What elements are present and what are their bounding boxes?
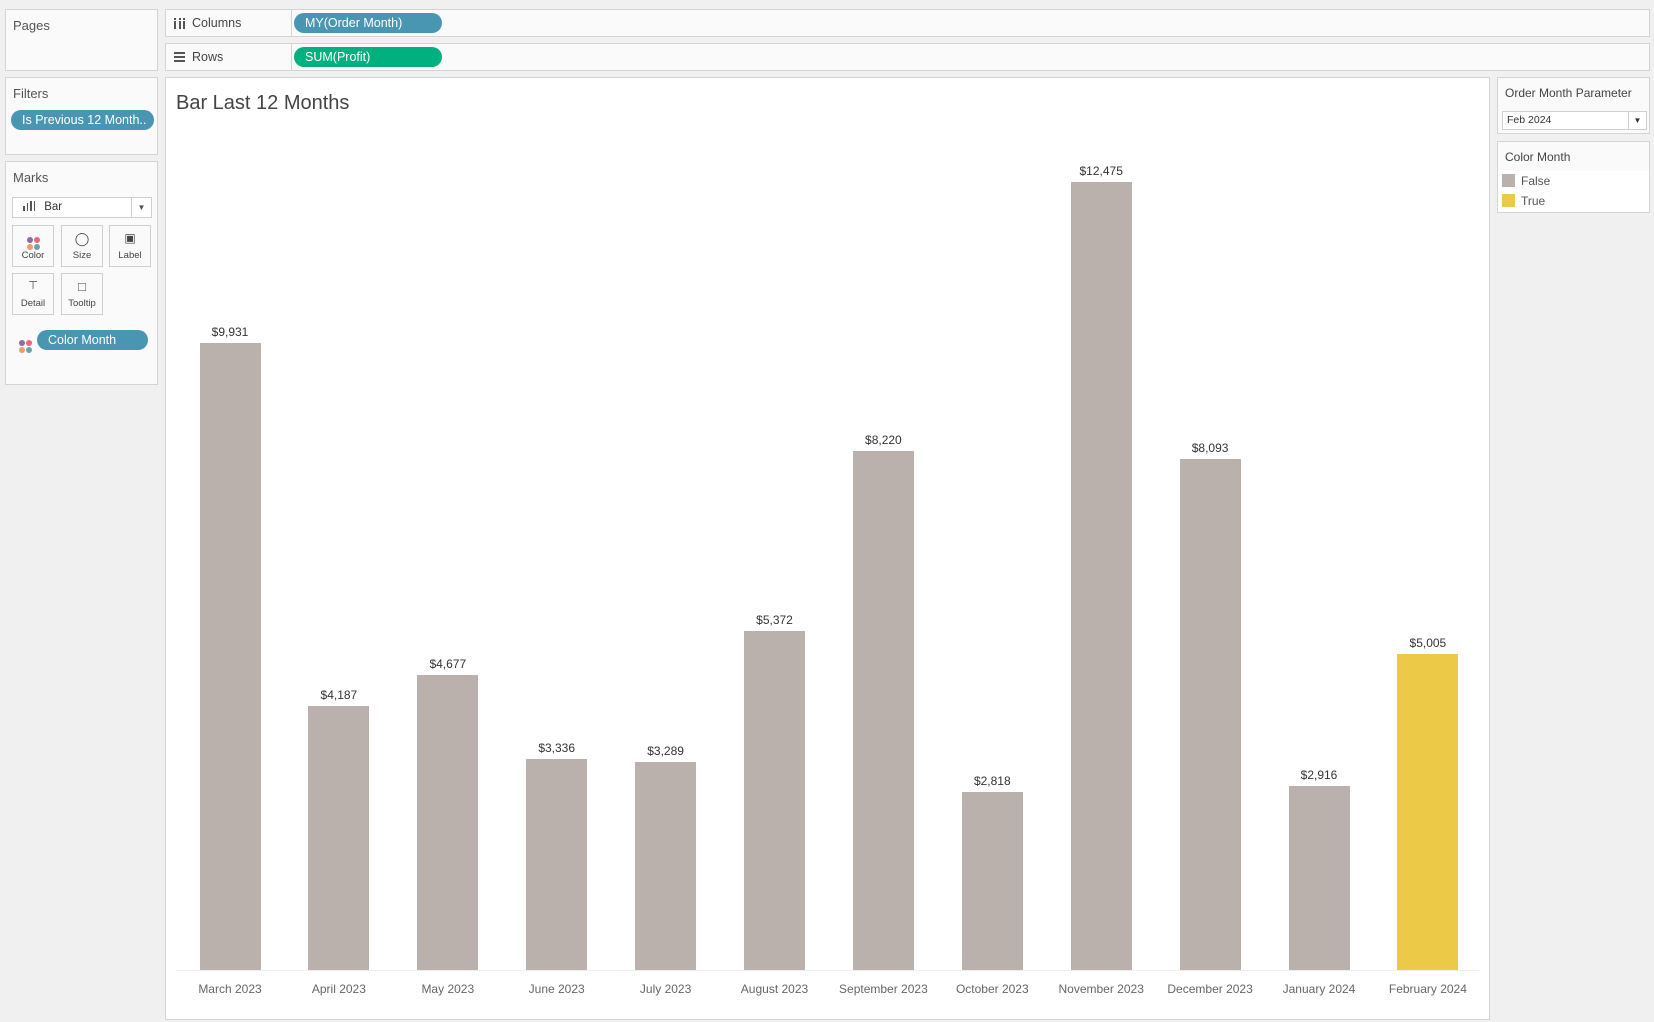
filter-pill[interactable]: Is Previous 12 Month..	[11, 110, 154, 130]
rows-shelf[interactable]: Rows SUM(Profit)	[165, 43, 1650, 71]
parameter-panel: Order Month Parameter Feb 2024 ▼	[1497, 77, 1650, 134]
bar-value-label: $5,005	[1409, 635, 1447, 650]
pages-title: Pages	[13, 18, 50, 33]
tooltip-card-label: Tooltip	[68, 298, 96, 309]
filters-title: Filters	[13, 86, 49, 101]
legend-item-false[interactable]: False	[1502, 174, 1550, 188]
bar[interactable]	[961, 791, 1023, 970]
bar-value-label: $8,093	[1191, 440, 1229, 455]
columns-shelf[interactable]: Columns MY(Order Month)	[165, 9, 1650, 37]
color-card-label: Color	[21, 250, 45, 261]
x-axis-line	[176, 970, 1479, 971]
bar-chart-icon	[23, 201, 35, 211]
size-card[interactable]: ◯ Size	[61, 225, 103, 267]
bar[interactable]	[199, 342, 261, 970]
bar-value-label: $5,372	[756, 612, 793, 627]
parameter-dropdown[interactable]: Feb 2024 ▼	[1502, 111, 1647, 130]
parameter-title: Order Month Parameter	[1505, 86, 1632, 100]
bar-value-label: $4,677	[429, 656, 467, 671]
color-icon	[13, 226, 53, 250]
x-tick-label: May 2023	[421, 982, 475, 996]
divider	[291, 44, 292, 70]
mark-type-value: Bar	[44, 201, 63, 213]
chevron-down-icon: ▼	[1628, 112, 1646, 129]
bar-value-label: $2,818	[973, 773, 1011, 788]
detail-card-label: Detail	[20, 298, 46, 309]
bar[interactable]	[417, 674, 479, 970]
bar[interactable]	[852, 450, 914, 970]
color-card[interactable]: Color	[12, 225, 54, 267]
size-card-label: Size	[72, 250, 92, 261]
columns-icon	[174, 18, 185, 29]
legend-label: False	[1521, 174, 1551, 188]
x-tick-label: February 2024	[1388, 982, 1467, 996]
parameter-value: Feb 2024	[1507, 114, 1552, 126]
columns-label: Columns	[192, 16, 242, 30]
divider	[291, 10, 292, 36]
bar-value-label: $2,916	[1300, 767, 1338, 782]
x-tick-label: August 2023	[740, 982, 809, 996]
color-month-pill[interactable]: Color Month	[37, 330, 148, 350]
chevron-down-icon: ▼	[131, 198, 151, 217]
bar-value-label: $3,289	[647, 744, 684, 759]
bar[interactable]	[1288, 785, 1350, 970]
detail-icon: ⊤	[28, 280, 38, 292]
x-tick-label: October 2023	[955, 982, 1029, 996]
x-tick-label: July 2023	[639, 982, 692, 996]
label-text-icon: ▣	[124, 231, 136, 245]
x-tick-label: January 2024	[1282, 982, 1356, 996]
x-tick-label: March 2023	[198, 982, 262, 996]
x-tick-label: June 2023	[528, 982, 585, 996]
marks-panel: Marks Bar ▼ Color ◯ Size ▣ Label ⊤ Detail □…	[5, 161, 158, 385]
bar-value-label: $8,220	[865, 432, 902, 447]
x-tick-label: December 2023	[1167, 982, 1253, 996]
tooltip-card[interactable]: □ Tooltip	[61, 273, 103, 315]
bar-value-label: $3,336	[538, 741, 576, 756]
color-legend: Color Month False True	[1497, 141, 1650, 213]
legend-swatch	[1502, 194, 1515, 207]
rows-icon	[174, 52, 185, 62]
legend-swatch	[1502, 174, 1515, 187]
bar[interactable]	[1070, 182, 1132, 970]
bar-value-label: $4,187	[320, 687, 358, 702]
legend-title: Color Month	[1505, 150, 1571, 164]
bar-value-label: $9,931	[211, 324, 249, 339]
x-tick-label: September 2023	[839, 982, 928, 996]
bar[interactable]	[635, 762, 697, 970]
mark-type-dropdown[interactable]: Bar ▼	[12, 197, 152, 218]
marks-title: Marks	[13, 170, 49, 185]
x-tick-label: April 2023	[311, 982, 366, 996]
label-card-label: Label	[118, 250, 142, 261]
chart-title: Bar Last 12 Months	[176, 92, 350, 114]
rows-label: Rows	[192, 50, 224, 64]
filters-panel[interactable]: Filters Is Previous 12 Month..	[5, 77, 158, 155]
size-icon: ◯	[74, 231, 90, 246]
tooltip-icon: □	[78, 279, 86, 294]
columns-pill[interactable]: MY(Order Month)	[294, 13, 442, 33]
rows-pill[interactable]: SUM(Profit)	[294, 47, 442, 67]
color-icon	[19, 333, 32, 353]
label-card[interactable]: ▣ Label	[109, 225, 151, 267]
bar-value-label: $12,475	[1079, 164, 1123, 178]
bar[interactable]	[744, 630, 805, 970]
legend-label: True	[1521, 194, 1546, 208]
bar[interactable]	[308, 705, 370, 970]
bar[interactable]	[1179, 458, 1241, 970]
detail-card[interactable]: ⊤ Detail	[12, 273, 54, 315]
pages-panel[interactable]: Pages	[5, 9, 158, 71]
x-tick-label: November 2023	[1058, 982, 1144, 996]
chart-area: Bar Last 12 Months $9,931 March 2023 $4,18…	[165, 77, 1490, 1020]
legend-item-true[interactable]: True	[1502, 194, 1545, 208]
bar[interactable]	[526, 759, 588, 970]
bar[interactable]	[1397, 653, 1459, 970]
